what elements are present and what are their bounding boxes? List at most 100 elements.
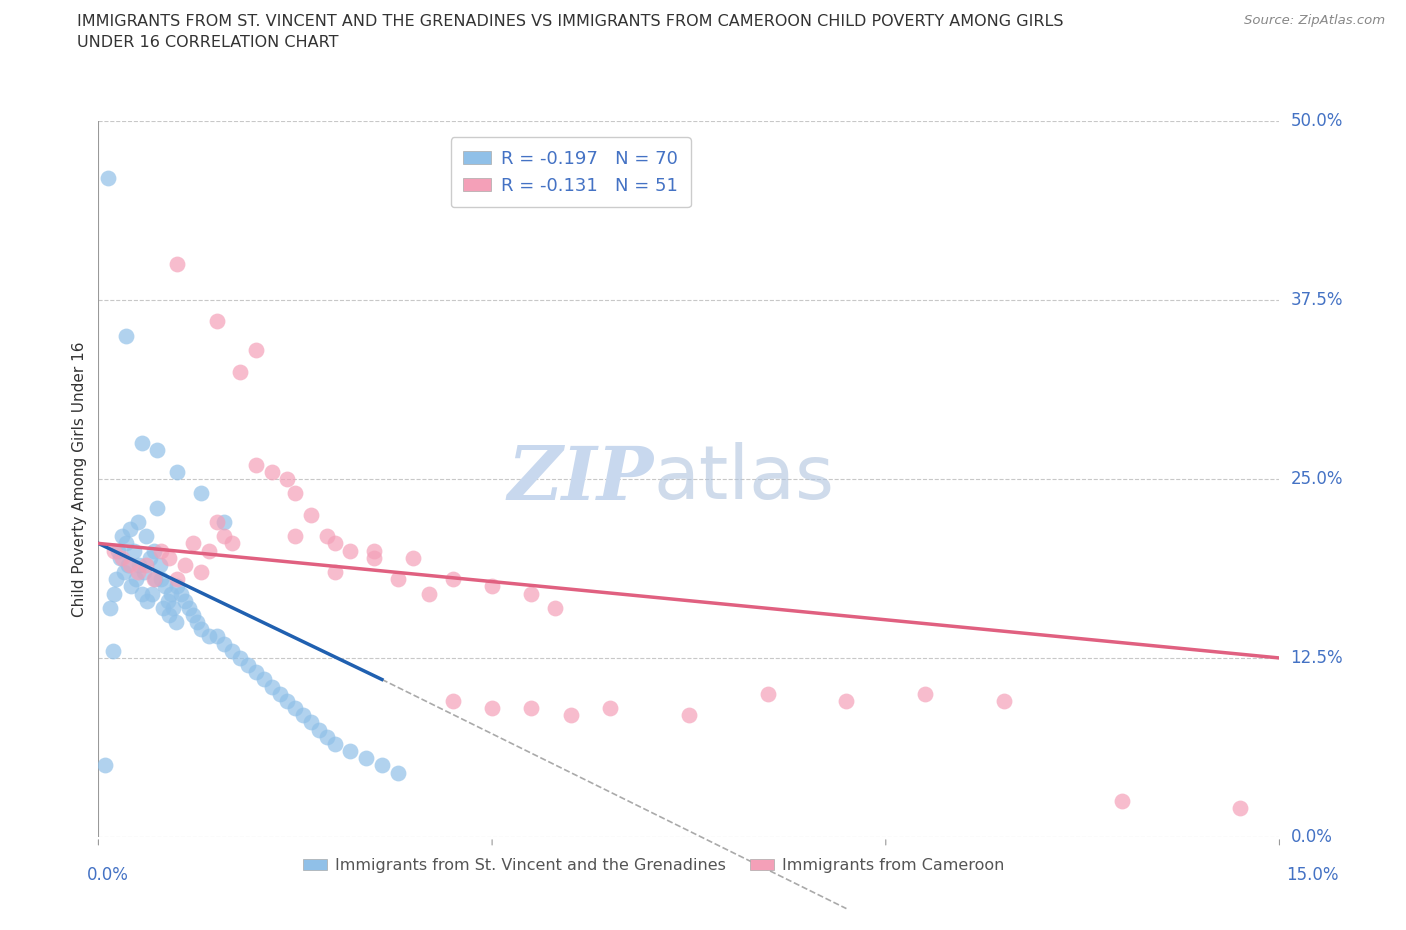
Point bbox=[118, 557, 141, 572]
Point bbox=[221, 644, 243, 658]
Text: 37.5%: 37.5% bbox=[1291, 291, 1343, 309]
Point bbox=[115, 328, 138, 343]
Point bbox=[229, 365, 252, 379]
Point bbox=[260, 464, 283, 479]
Point bbox=[197, 543, 219, 558]
Point bbox=[560, 708, 582, 723]
Point bbox=[170, 586, 193, 601]
Point bbox=[174, 557, 197, 572]
Point bbox=[1229, 801, 1251, 816]
Point bbox=[186, 615, 208, 630]
Point bbox=[197, 629, 219, 644]
Point bbox=[93, 758, 115, 773]
Point bbox=[152, 601, 174, 616]
Point bbox=[363, 551, 385, 565]
Point bbox=[156, 593, 179, 608]
Point bbox=[165, 615, 187, 630]
Point bbox=[149, 557, 172, 572]
Point bbox=[103, 586, 125, 601]
Point bbox=[387, 765, 409, 780]
Point bbox=[177, 601, 200, 616]
Point bbox=[97, 171, 120, 186]
Point bbox=[214, 514, 236, 529]
Point bbox=[157, 551, 180, 565]
Point bbox=[323, 536, 346, 551]
Point bbox=[112, 565, 135, 579]
Point bbox=[142, 543, 165, 558]
Point bbox=[101, 644, 124, 658]
Text: 50.0%: 50.0% bbox=[1291, 112, 1343, 130]
Point bbox=[135, 557, 157, 572]
Point bbox=[756, 686, 779, 701]
Point bbox=[678, 708, 700, 723]
Point bbox=[299, 508, 322, 523]
Point bbox=[103, 543, 125, 558]
Point bbox=[276, 472, 298, 486]
Point bbox=[214, 529, 236, 544]
Text: 0.0%: 0.0% bbox=[87, 866, 128, 884]
Point bbox=[323, 737, 346, 751]
Point bbox=[128, 557, 150, 572]
Point bbox=[107, 543, 129, 558]
Point bbox=[174, 593, 197, 608]
Point bbox=[276, 694, 298, 709]
Point bbox=[914, 686, 936, 701]
Point bbox=[245, 342, 267, 357]
Point bbox=[835, 694, 858, 709]
Point bbox=[323, 565, 346, 579]
Point bbox=[162, 601, 184, 616]
Point bbox=[150, 543, 173, 558]
Point bbox=[150, 572, 173, 587]
Text: Source: ZipAtlas.com: Source: ZipAtlas.com bbox=[1244, 14, 1385, 27]
Point bbox=[371, 758, 394, 773]
Point bbox=[146, 443, 169, 458]
Point bbox=[115, 536, 138, 551]
Point bbox=[98, 601, 121, 616]
Point bbox=[121, 578, 143, 594]
Point bbox=[354, 751, 377, 765]
Point bbox=[166, 464, 188, 479]
Point bbox=[118, 522, 141, 537]
Y-axis label: Child Poverty Among Girls Under 16: Child Poverty Among Girls Under 16 bbox=[72, 341, 87, 617]
Point bbox=[599, 700, 621, 715]
Point bbox=[146, 500, 169, 515]
Legend: Immigrants from St. Vincent and the Grenadines, Immigrants from Cameroon: Immigrants from St. Vincent and the Gren… bbox=[297, 851, 1011, 879]
Point bbox=[181, 607, 204, 622]
Point bbox=[110, 551, 132, 565]
Point bbox=[127, 514, 149, 529]
Point bbox=[441, 572, 464, 587]
Point bbox=[993, 694, 1015, 709]
Point bbox=[339, 744, 361, 759]
Point bbox=[245, 665, 267, 680]
Point bbox=[260, 679, 283, 694]
Point bbox=[418, 586, 440, 601]
Point bbox=[141, 586, 163, 601]
Point bbox=[155, 578, 177, 594]
Point bbox=[117, 557, 139, 572]
Point bbox=[299, 715, 322, 730]
Point bbox=[131, 586, 153, 601]
Point bbox=[190, 622, 212, 637]
Point bbox=[520, 700, 543, 715]
Point bbox=[190, 565, 212, 579]
Text: 25.0%: 25.0% bbox=[1291, 470, 1343, 488]
Point bbox=[136, 593, 159, 608]
Point bbox=[214, 636, 236, 651]
Point bbox=[190, 485, 212, 500]
Text: 0.0%: 0.0% bbox=[1291, 828, 1333, 846]
Point bbox=[142, 572, 165, 587]
Point bbox=[135, 529, 157, 544]
Point bbox=[363, 543, 385, 558]
Point bbox=[104, 572, 127, 587]
Point bbox=[253, 672, 276, 687]
Text: atlas: atlas bbox=[654, 443, 835, 515]
Point bbox=[127, 565, 149, 579]
Point bbox=[221, 536, 243, 551]
Point bbox=[269, 686, 291, 701]
Point bbox=[402, 551, 425, 565]
Point bbox=[143, 572, 166, 587]
Point bbox=[111, 551, 134, 565]
Point bbox=[481, 700, 503, 715]
Point bbox=[236, 658, 259, 672]
Point bbox=[205, 514, 228, 529]
